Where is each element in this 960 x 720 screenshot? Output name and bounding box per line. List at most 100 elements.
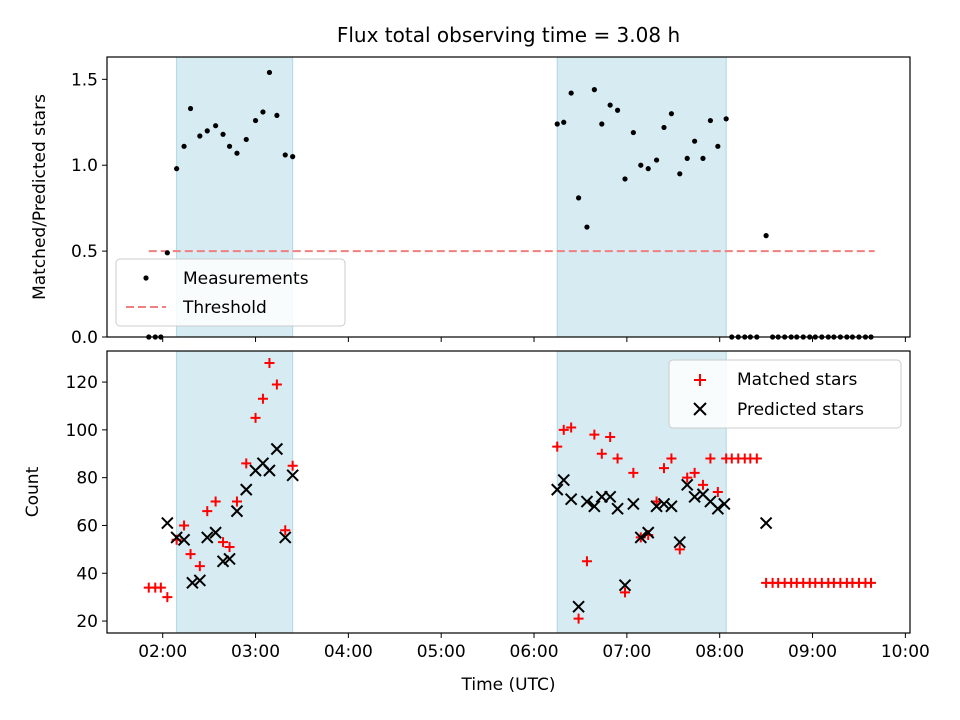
matched-star-point xyxy=(264,357,275,368)
x-tick-label: 07:00 xyxy=(602,642,651,662)
predicted-star-point xyxy=(564,492,578,506)
matched-star-point xyxy=(573,613,584,624)
top-y-tick-label: 1.5 xyxy=(71,70,98,90)
matched-star-point xyxy=(866,577,877,588)
measurement-point xyxy=(584,224,590,230)
x-tick-label: 09:00 xyxy=(788,642,837,662)
measurement-point xyxy=(599,121,605,127)
top-y-axis-label: Matched/Predicted stars xyxy=(30,94,50,300)
x-tick-label: 05:00 xyxy=(417,642,466,662)
matched-star-point xyxy=(682,472,693,483)
predicted-star-point xyxy=(572,600,585,613)
matched-star-point xyxy=(666,453,677,464)
matched-star-point xyxy=(241,458,252,469)
matched-star-point xyxy=(210,496,221,507)
legend-measurements-label: Measurements xyxy=(183,269,309,289)
predicted-star-point xyxy=(711,502,725,515)
bottom-y-tick-label: 60 xyxy=(76,516,98,536)
x-axis-label: Time (UTC) xyxy=(461,675,556,695)
legend-threshold-label: Threshold xyxy=(182,298,267,318)
measurement-point xyxy=(234,150,240,156)
measurement-point xyxy=(252,117,259,124)
measurement-point xyxy=(668,111,675,117)
predicted-star-point xyxy=(634,531,647,544)
matched-star-point xyxy=(271,379,282,390)
matched-star-point xyxy=(596,448,607,459)
predicted-star-point xyxy=(580,495,594,508)
matched-star-point xyxy=(202,506,213,517)
predicted-star-point xyxy=(642,526,655,539)
measurement-point xyxy=(260,109,266,115)
measurement-point xyxy=(677,171,683,177)
x-tick-label: 02:00 xyxy=(138,642,187,662)
predicted-star-point xyxy=(680,478,694,492)
top-panel: 0.0 0.5 1.0 1.5 Matched/Predicted stars Mea… xyxy=(30,56,911,348)
predicted-star-point xyxy=(759,516,773,530)
measurement-point xyxy=(622,176,628,182)
measurement-point xyxy=(204,128,210,134)
measurement-point xyxy=(638,162,644,168)
predicted-star-point xyxy=(718,497,731,511)
bottom-predicted-points xyxy=(161,442,773,613)
measurement-point xyxy=(290,154,296,160)
predicted-star-point xyxy=(161,516,174,530)
measurement-point xyxy=(187,105,194,112)
measurement-point xyxy=(197,133,203,139)
matched-star-point xyxy=(581,556,592,567)
bottom-y-ticks: 20 40 60 80 100 120 xyxy=(66,373,107,632)
matched-star-point xyxy=(194,561,205,572)
measurement-point xyxy=(607,102,613,108)
predicted-star-point xyxy=(618,578,632,592)
matched-star-point xyxy=(162,592,173,603)
predicted-star-point xyxy=(673,535,686,549)
top-axes-frame xyxy=(106,56,911,338)
predicted-star-point xyxy=(186,576,199,590)
predicted-star-point xyxy=(230,504,244,518)
predicted-star-point xyxy=(611,502,624,515)
x-tick-label: 03:00 xyxy=(231,642,280,662)
measurement-point xyxy=(591,87,597,93)
bottom-shaded-span-0 xyxy=(176,350,294,634)
legend-measurements-marker xyxy=(143,275,149,281)
matched-star-point xyxy=(558,424,569,435)
matched-star-point xyxy=(751,453,762,464)
measurement-point xyxy=(575,195,582,201)
measurement-point xyxy=(213,123,219,129)
predicted-star-point xyxy=(551,483,564,496)
top-spans xyxy=(176,56,727,338)
predicted-star-point xyxy=(627,497,640,511)
top-x-ticks xyxy=(162,337,906,342)
top-y-tick-label: 0.0 xyxy=(71,328,98,348)
bottom-x-ticks: 02:00 03:00 04:00 05:00 06:00 07:00 08:00 09:00… xyxy=(138,633,930,662)
predicted-star-point xyxy=(177,533,191,547)
measurement-point xyxy=(274,112,280,119)
predicted-star-point xyxy=(193,574,207,587)
top-y-tick-label: 1.0 xyxy=(71,156,98,176)
matched-star-point xyxy=(250,412,261,423)
bottom-y-tick-label: 20 xyxy=(76,612,98,632)
matched-star-point xyxy=(224,541,235,552)
bottom-y-axis-label: Count xyxy=(23,466,43,517)
measurement-point xyxy=(630,129,636,136)
measurement-point xyxy=(220,131,226,137)
x-tick-label: 10:00 xyxy=(881,642,930,662)
predicted-star-point xyxy=(170,531,183,544)
top-y-tick-label: 0.5 xyxy=(71,242,98,262)
matched-star-point xyxy=(651,496,662,507)
matched-star-point xyxy=(705,453,716,464)
measurement-point xyxy=(554,121,560,127)
matched-star-point xyxy=(628,467,639,478)
matched-star-point xyxy=(612,453,623,464)
bottom-panel: 02:00 03:00 04:00 05:00 06:00 07:00 08:00 09:00… xyxy=(23,350,930,695)
predicted-star-point xyxy=(650,500,663,513)
matched-star-point xyxy=(185,549,196,560)
x-tick-label: 04:00 xyxy=(324,642,373,662)
predicted-star-point xyxy=(209,526,222,539)
matched-star-point xyxy=(155,582,166,593)
matched-star-point xyxy=(552,441,563,452)
matched-star-point xyxy=(566,422,577,433)
predicted-star-point xyxy=(223,552,236,566)
predicted-star-point xyxy=(588,500,601,513)
chart-title: Flux total observing time = 3.08 h xyxy=(337,23,680,47)
